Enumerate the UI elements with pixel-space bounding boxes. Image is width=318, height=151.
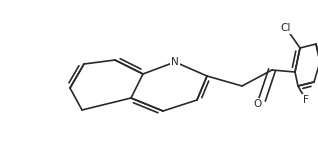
Text: F: F [303, 95, 309, 105]
Text: Cl: Cl [281, 23, 291, 33]
Text: N: N [171, 57, 179, 67]
Text: O: O [253, 99, 261, 109]
